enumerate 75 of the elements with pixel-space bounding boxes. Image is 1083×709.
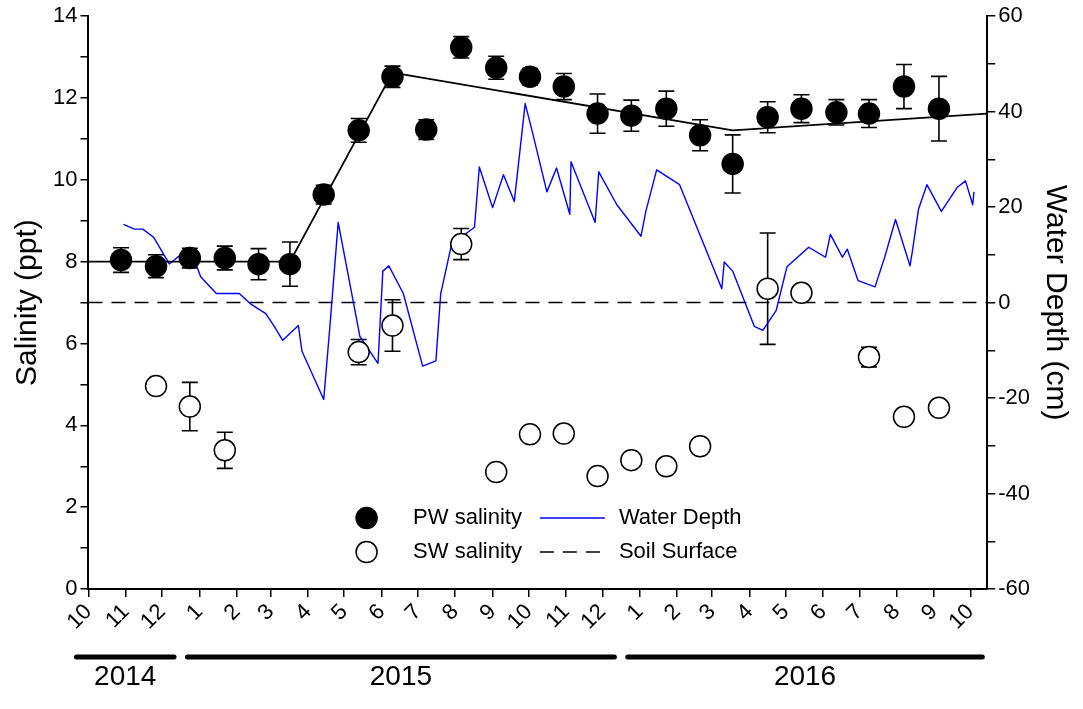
text: 2016 (773, 659, 837, 691)
x-tick-label: 6 (804, 598, 831, 625)
point (620, 104, 643, 127)
y-tick-label: 0 (65, 575, 78, 601)
point (247, 252, 270, 276)
point (790, 281, 813, 305)
x-tick-label: 8 (436, 598, 464, 625)
y2-tick-label: 0 (998, 288, 1011, 314)
point (857, 102, 881, 125)
point (756, 277, 779, 300)
point (892, 405, 916, 429)
point (178, 395, 202, 418)
y2-tick-label: 40 (998, 97, 1023, 123)
point (688, 124, 712, 147)
x-tick-label: 3 (693, 598, 720, 625)
legend-label: PW salinity (413, 504, 522, 530)
x-tick-label: 12 (134, 598, 170, 634)
x-tick-label: 4 (731, 598, 758, 625)
y-tick-label: 12 (52, 84, 78, 110)
point (927, 97, 951, 120)
point (620, 448, 643, 472)
y-tick-label: 6 (65, 329, 78, 355)
point (518, 423, 542, 446)
point (586, 464, 609, 488)
point (552, 422, 576, 445)
x-tick-label: 9 (915, 598, 942, 625)
point (892, 75, 916, 98)
x-tick-label: 7 (840, 598, 868, 625)
y2-tick-label: -20 (998, 384, 1030, 410)
point (655, 455, 678, 478)
x-tick-label: 6 (363, 598, 390, 625)
x-tick-label: 11 (540, 598, 575, 633)
x-tick-label: 1 (180, 598, 208, 625)
y2-tick-label: -40 (998, 479, 1030, 505)
legend-label: Soil Surface (618, 538, 738, 564)
y2-tick-label: 60 (998, 2, 1023, 28)
point (213, 439, 237, 462)
legend-label: Water Depth (618, 504, 742, 530)
x-tick-label: 2 (218, 598, 245, 625)
point (688, 434, 712, 458)
y-axis-title: Salinity (ppt) (9, 219, 43, 386)
x-tick-label: 3 (252, 598, 279, 625)
point (586, 102, 609, 125)
x-tick-label: 12 (575, 598, 611, 634)
x-tick-label: 7 (399, 598, 426, 625)
x-tick-label: 1 (621, 598, 648, 625)
x-tick-label: 4 (289, 598, 316, 625)
point (144, 374, 168, 398)
text: 2014 (94, 659, 157, 691)
y-tick-label: 14 (52, 2, 78, 28)
legend-label: SW salinity (413, 538, 522, 564)
x-tick-label: 10 (943, 598, 979, 634)
point (655, 97, 678, 120)
text: 2015 (369, 659, 433, 691)
x-tick-label: 5 (767, 598, 794, 625)
y-tick-label: 4 (65, 411, 78, 437)
point (721, 152, 744, 176)
y2-tick-label: 20 (998, 193, 1023, 219)
x-tick-label: 5 (325, 598, 353, 625)
point (449, 232, 473, 256)
x-tick-label: 9 (474, 598, 501, 625)
y-tick-label: 2 (65, 493, 78, 519)
x-tick-label: 10 (501, 598, 537, 634)
x-tick-label: 8 (878, 598, 905, 625)
y-tick-label: 10 (52, 165, 78, 191)
point (484, 460, 508, 484)
point (278, 252, 302, 276)
point (381, 314, 404, 337)
y-tick-label: 8 (65, 247, 78, 273)
point (927, 396, 951, 420)
x-tick-label: 2 (658, 598, 685, 625)
y2-axis-title: Water Depth (cm) (1040, 184, 1074, 421)
point (756, 106, 779, 129)
y2-tick-label: -60 (998, 575, 1030, 601)
x-tick-label: 11 (99, 598, 134, 633)
